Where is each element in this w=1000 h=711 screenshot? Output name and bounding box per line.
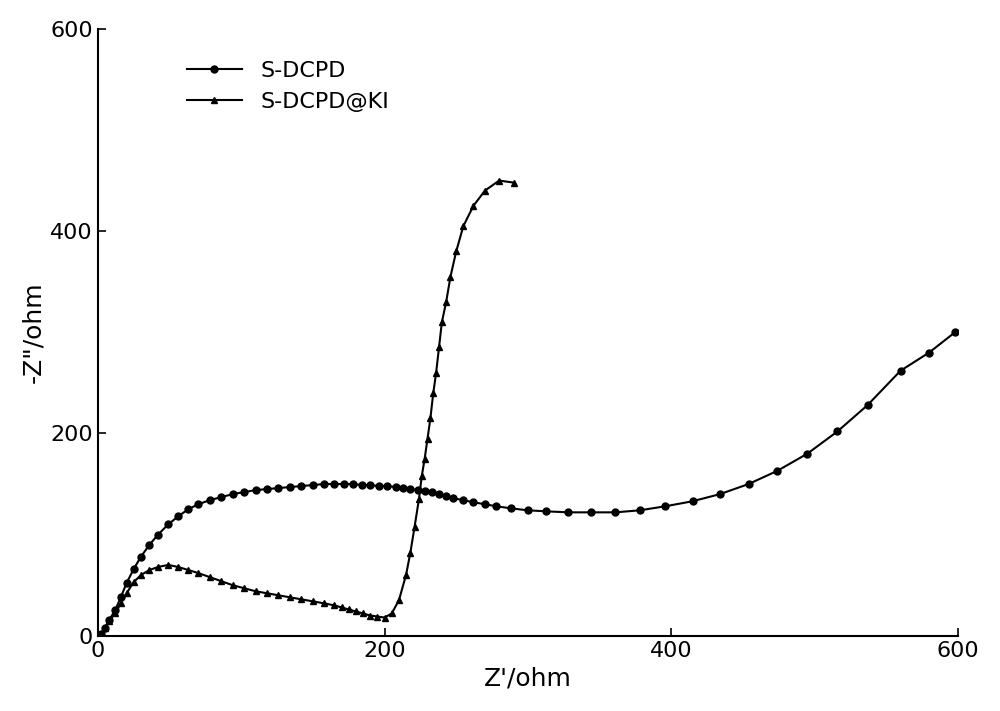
- S-DCPD@KI: [192, 569, 204, 577]
- Legend: S-DCPD, S-DCPD@KI: S-DCPD, S-DCPD@KI: [178, 52, 398, 121]
- S-DCPD@KI: [162, 561, 174, 570]
- Y-axis label: -Z"/ohm: -Z"/ohm: [21, 282, 45, 383]
- S-DCPD@KI: [479, 186, 491, 195]
- S-DCPD@KI: [508, 178, 520, 187]
- S-DCPD@KI: [95, 629, 107, 638]
- Line: S-DCPD: S-DCPD: [97, 328, 958, 637]
- S-DCPD: [238, 488, 250, 496]
- S-DCPD@KI: [128, 578, 140, 587]
- S-DCPD@KI: [444, 272, 456, 281]
- S-DCPD: [923, 348, 935, 357]
- S-DCPD: [364, 481, 376, 489]
- X-axis label: Z'/ohm: Z'/ohm: [484, 666, 572, 690]
- S-DCPD@KI: [493, 176, 505, 185]
- S-DCPD: [479, 500, 491, 508]
- S-DCPD@KI: [272, 591, 284, 599]
- S-DCPD: [949, 328, 961, 336]
- S-DCPD: [381, 482, 393, 491]
- Line: S-DCPD@KI: S-DCPD@KI: [97, 177, 517, 637]
- S-DCPD: [261, 485, 273, 493]
- S-DCPD: [95, 629, 107, 638]
